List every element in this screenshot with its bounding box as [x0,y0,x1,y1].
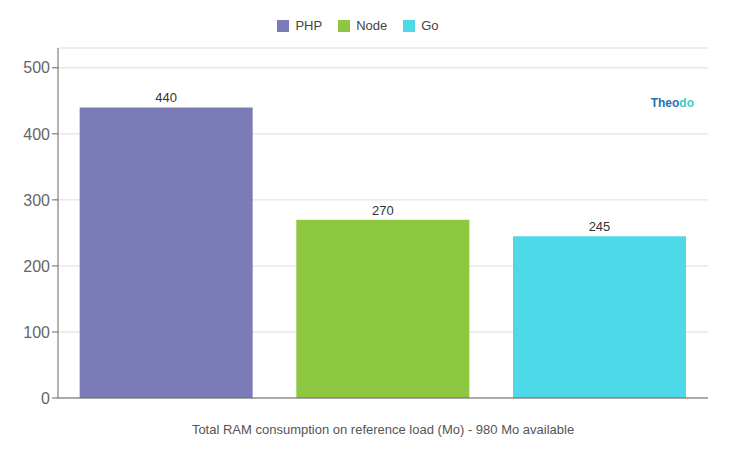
svg-text:500: 500 [23,59,50,76]
svg-text:245: 245 [589,219,611,234]
svg-text:270: 270 [372,203,394,218]
html-text:PHP: PHP [295,18,323,33]
svg-text:440: 440 [155,90,177,105]
svg-text:0: 0 [41,390,50,407]
svg-text:200: 200 [23,258,50,275]
html-text:Theo do: Theo do [650,96,694,110]
svg-text:300: 300 [23,192,50,209]
svg-text:400: 400 [23,126,50,143]
html-text:Go: Go [421,18,439,33]
html-text:Node: Node [356,18,388,33]
svg-text:100: 100 [23,324,50,341]
svg-text:Total RAM consumption on refer: Total RAM consumption on reference load … [192,422,574,437]
